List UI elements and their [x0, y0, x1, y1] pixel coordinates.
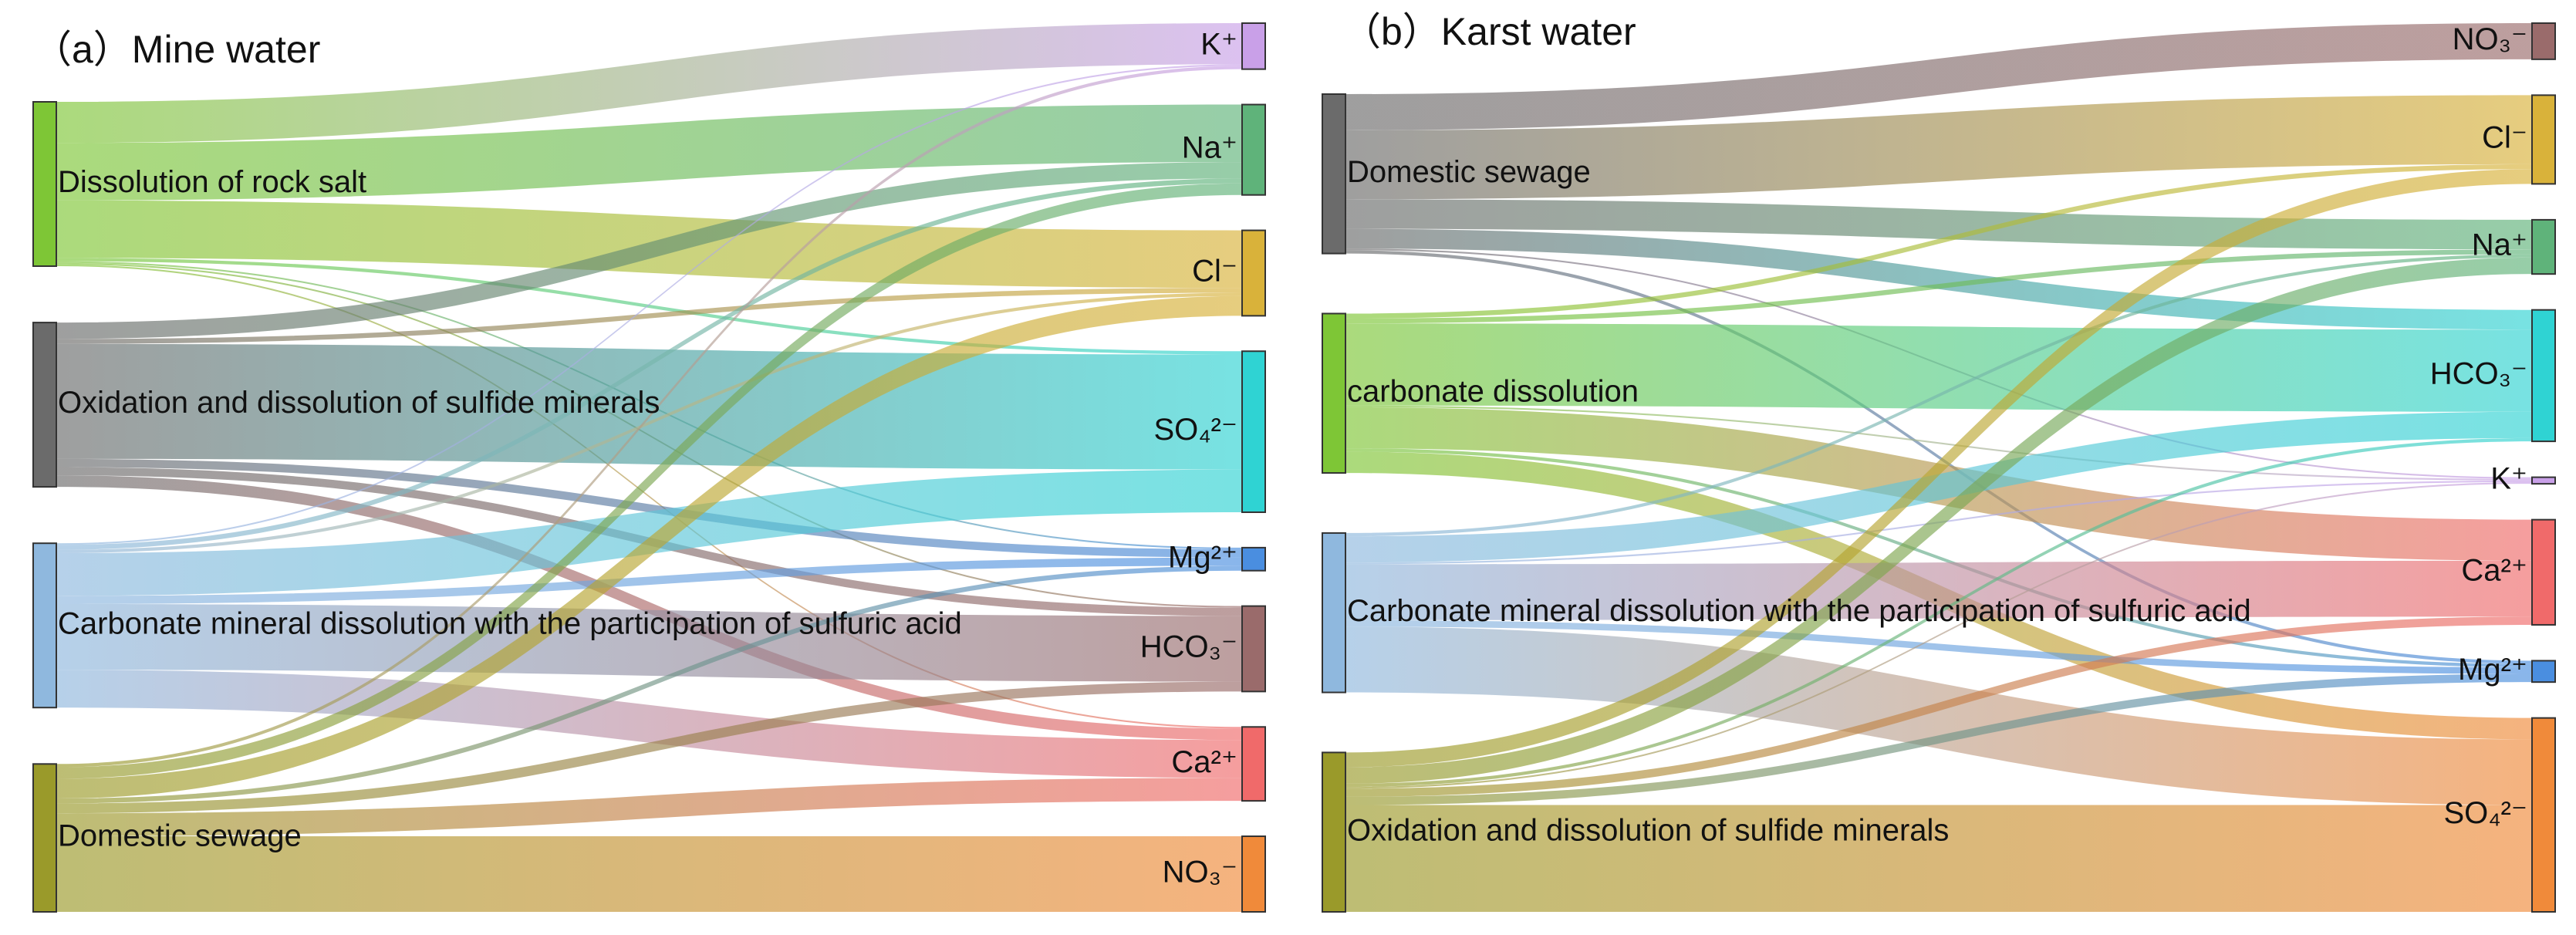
target-node — [1241, 103, 1266, 196]
links — [1345, 23, 2532, 912]
flow-link — [1345, 437, 2532, 788]
flow-link — [1345, 481, 2532, 789]
target-node — [2531, 660, 2556, 684]
target-label: HCO₃⁻ — [1140, 630, 1237, 664]
target-node — [2531, 476, 2556, 485]
flow-link — [56, 778, 1242, 837]
flow-link — [1345, 626, 2532, 805]
target-label: SO₄²⁻ — [2443, 796, 2527, 830]
flow-link — [56, 104, 1242, 201]
flow-link — [56, 604, 1242, 682]
flow-link — [56, 469, 1242, 596]
source-label: Domestic sewage — [58, 819, 302, 853]
flow-link — [56, 292, 1242, 553]
source-node — [1322, 312, 1346, 474]
source-node — [1322, 751, 1346, 913]
source-label: carbonate dissolution — [1347, 374, 1639, 408]
flow-link — [1345, 619, 2532, 674]
target-node — [2531, 717, 2556, 913]
target-node — [2531, 218, 2556, 275]
flow-link — [1345, 673, 2532, 805]
chart-title: （a）Mine water — [33, 28, 320, 71]
source-node — [32, 763, 57, 913]
flow-link — [56, 66, 1242, 768]
flow-link — [56, 681, 1242, 814]
target-label: Ca²⁺ — [2461, 553, 2527, 587]
source-label: Dissolution of rock salt — [58, 165, 366, 199]
source-node — [32, 542, 57, 709]
flow-link — [56, 343, 1242, 470]
target-label: K⁺ — [2490, 461, 2527, 495]
chart-title: （b）Karst water — [1342, 10, 1636, 53]
flow-link — [1345, 23, 2532, 130]
target-label: Mg²⁺ — [1168, 540, 1237, 574]
flow-link — [56, 162, 1242, 339]
flow-link — [1345, 560, 2532, 620]
flow-link — [56, 458, 1242, 558]
target-label: Mg²⁺ — [2458, 653, 2527, 687]
target-label: NO₃⁻ — [2453, 22, 2527, 56]
source-label: Carbonate mineral dissolution with the p… — [58, 606, 962, 640]
target-label: Cl⁻ — [2482, 120, 2527, 154]
target-node — [1241, 350, 1266, 513]
flow-link — [1345, 411, 2532, 563]
flow-link — [1345, 405, 2532, 481]
source-node — [1322, 93, 1346, 255]
target-node — [2531, 22, 2556, 60]
target-node — [2531, 309, 2556, 443]
flow-link — [1345, 616, 2532, 797]
flow-link — [56, 258, 1242, 355]
target-node — [1241, 605, 1266, 693]
flow-link — [56, 565, 1242, 804]
links — [56, 23, 1242, 912]
flow-link — [1345, 164, 2532, 319]
target-node — [1241, 835, 1266, 913]
target-label: K⁺ — [1200, 27, 1237, 61]
flow-link — [56, 557, 1242, 605]
target-node — [2531, 518, 2556, 626]
flow-link — [56, 475, 1242, 741]
flow-link — [1345, 448, 2532, 667]
source-label: Oxidation and dissolution of sulfide min… — [58, 386, 660, 420]
target-node — [1241, 22, 1266, 70]
source-node — [32, 322, 57, 488]
flow-link — [1345, 323, 2532, 412]
target-node — [2531, 94, 2556, 185]
source-label: Carbonate mineral dissolution with the p… — [1347, 594, 2251, 628]
target-label: Ca²⁺ — [1171, 745, 1237, 779]
flow-link — [1345, 228, 2532, 330]
flow-link — [56, 836, 1242, 912]
target-node — [1241, 726, 1266, 802]
target-label: SO₄²⁻ — [1153, 413, 1237, 447]
target-label: Na⁺ — [2472, 228, 2527, 262]
flow-link — [1345, 169, 2532, 768]
target-label: NO₃⁻ — [1163, 856, 1237, 889]
flow-link — [56, 183, 1242, 779]
flow-link — [56, 288, 1242, 344]
flow-link — [56, 64, 1242, 545]
flow-link — [1345, 805, 2532, 912]
target-node — [1241, 546, 1266, 572]
flow-link — [1345, 257, 2532, 784]
source-label: Domestic sewage — [1347, 155, 1591, 189]
flow-link — [1345, 249, 2532, 324]
flow-link — [1345, 254, 2532, 537]
target-node — [1241, 229, 1266, 317]
flow-link — [56, 670, 1242, 778]
source-label: Oxidation and dissolution of sulfide min… — [1347, 813, 1949, 847]
flow-link — [56, 23, 1242, 143]
source-node — [32, 101, 57, 267]
source-node — [1322, 532, 1346, 694]
target-label: Cl⁻ — [1192, 255, 1237, 289]
flow-link — [1345, 95, 2532, 200]
flow-link — [1345, 250, 2532, 664]
flow-link — [56, 264, 1242, 729]
target-label: HCO₃⁻ — [2430, 356, 2527, 390]
flow-link — [56, 295, 1242, 799]
flow-link — [56, 178, 1242, 550]
target-label: Na⁺ — [1182, 131, 1237, 165]
